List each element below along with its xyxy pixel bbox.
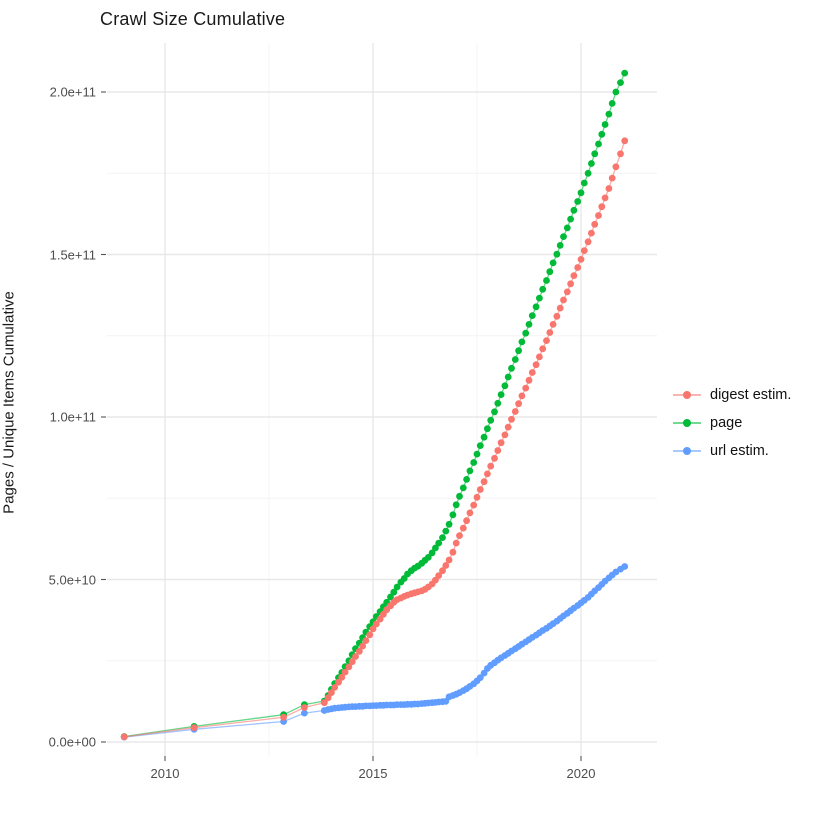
- y-tick-label: 1.5e+11: [49, 247, 96, 262]
- legend-item-digest-estim: digest estim.: [672, 381, 791, 409]
- y-tick-label: 2.0e+11: [49, 84, 96, 100]
- chart-title: Crawl Size Cumulative: [100, 9, 286, 29]
- series-url-estim-: [120, 563, 629, 741]
- axis-tick-marks: [101, 91, 582, 761]
- series-page: [120, 69, 629, 740]
- legend-key-point-line-icon: [672, 444, 702, 458]
- legend-label: page: [710, 415, 743, 431]
- x-tick-label: 2015: [358, 766, 388, 781]
- x-tick-label: 2020: [566, 766, 596, 781]
- legend-item-url-estim: url estim.: [672, 437, 791, 465]
- grid-minor: [107, 43, 657, 756]
- grid-major: [107, 43, 657, 756]
- y-tick-label: 0.0e+00: [48, 734, 96, 750]
- legend-key-point-line-icon: [672, 388, 702, 402]
- legend-label: url estim.: [710, 443, 769, 459]
- series-digest-estim-: [120, 137, 629, 741]
- legend-label: digest estim.: [710, 387, 792, 403]
- y-tick-label: 5.0e+10: [48, 572, 96, 587]
- y-tick-label: 1.0e+11: [49, 409, 96, 425]
- legend-key-point-line-icon: [672, 416, 702, 430]
- legend: digest estim. page url estim.: [672, 381, 791, 465]
- legend-item-page: page: [672, 409, 791, 437]
- x-tick-label: 2010: [150, 766, 180, 781]
